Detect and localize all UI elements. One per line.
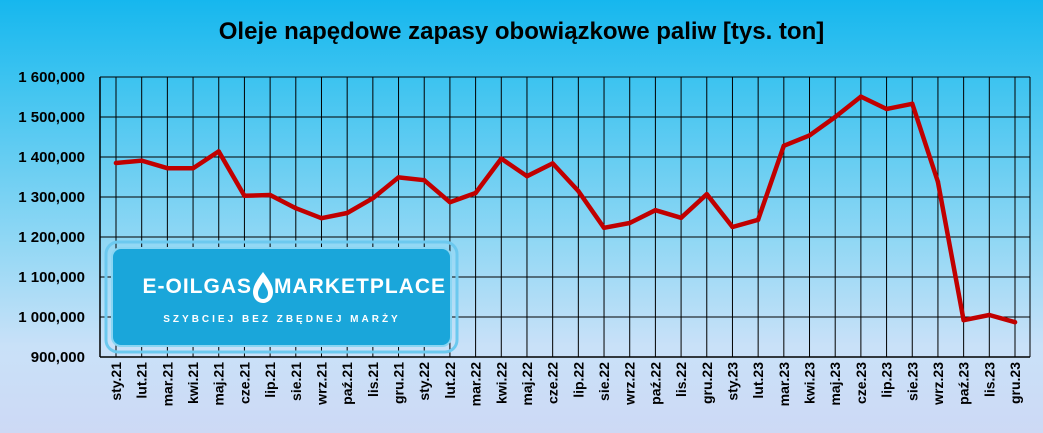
data-point: [473, 190, 478, 196]
x-tick-label: cze.22: [545, 362, 561, 404]
data-point: [370, 196, 376, 201]
x-tick-label: maj.23: [827, 362, 843, 406]
x-tick-label: gru.21: [391, 362, 407, 404]
data-point: [499, 156, 504, 161]
watermark-brand-left: E-OILGAS: [142, 275, 252, 298]
x-tick-label: gru.23: [1007, 362, 1023, 404]
data-point: [396, 175, 401, 180]
y-tick-label: 900,000: [31, 349, 85, 366]
watermark-panel: [111, 247, 452, 347]
data-point: [524, 174, 530, 179]
x-tick-label: maj.22: [519, 362, 535, 406]
data-point: [730, 224, 735, 230]
x-tick-label: cze.23: [853, 362, 869, 404]
data-point: [422, 178, 427, 183]
data-point: [704, 192, 709, 197]
data-point: [678, 215, 684, 220]
data-point: [653, 208, 658, 213]
data-point: [601, 225, 607, 230]
x-tick-label: sty.21: [108, 362, 124, 401]
y-tick-label: 1 000,000: [18, 309, 85, 326]
x-tick-label: lip.21: [262, 362, 278, 398]
x-tick-label: wrz.22: [622, 362, 638, 406]
x-tick-label: lut.21: [134, 362, 150, 399]
watermark-brand-right: MARKETPLACE: [274, 275, 446, 298]
data-point: [267, 192, 273, 198]
data-point: [447, 200, 453, 205]
series-line: [113, 94, 1018, 325]
x-tick-label: paź.23: [956, 362, 972, 405]
data-point: [807, 133, 812, 138]
x-tick-label: lut.23: [750, 362, 766, 399]
data-point: [139, 158, 144, 163]
y-tick-label: 1 600,000: [18, 69, 85, 86]
y-tick-label: 1 500,000: [18, 109, 85, 126]
data-point: [576, 188, 581, 194]
x-tick-label: lip.23: [879, 362, 895, 398]
data-point: [884, 106, 889, 112]
data-point: [242, 193, 247, 198]
y-tick-label: 1 200,000: [18, 229, 85, 246]
x-tick-label: paź.21: [339, 362, 355, 405]
data-point: [190, 166, 196, 171]
x-tick-label: wrz.23: [930, 362, 946, 406]
data-point: [1012, 320, 1018, 325]
y-axis: 900,000 1 000,000 1 100,000 1 200,000 1 300,…: [18, 69, 1030, 366]
x-tick-label: sie.23: [904, 362, 920, 401]
x-tick-label: lip.22: [570, 362, 586, 398]
x-tick-label: wrz.21: [313, 362, 329, 406]
x-tick-label: lut.22: [442, 362, 458, 399]
data-point: [627, 220, 632, 226]
x-tick-label: maj.21: [211, 362, 227, 406]
flame-drop-icon: [253, 272, 273, 303]
data-point: [987, 312, 992, 318]
data-point: [781, 143, 787, 148]
y-tick-label: 1 100,000: [18, 269, 85, 286]
x-tick-label: mar.22: [468, 362, 484, 407]
data-point: [910, 101, 915, 107]
data-point: [165, 166, 170, 171]
data-point: [935, 179, 941, 184]
series-layer: [113, 94, 1018, 325]
x-axis: sty.21 lut.21 mar.21 kwi.21 maj.21 cze.21 lip.…: [108, 362, 1023, 407]
y-tick-label: 1 400,000: [18, 149, 85, 166]
x-tick-label: cze.21: [236, 362, 252, 404]
data-point: [858, 94, 864, 99]
x-tick-label: mar.23: [776, 362, 792, 407]
x-tick-label: sie.21: [288, 362, 304, 401]
watermark-badge: E-OILGAS MARKETPLACE SZYBCIEJ BEZ ZBĘDNE…: [104, 240, 459, 354]
x-tick-label: paź.22: [647, 362, 663, 405]
x-tick-label: lis.23: [981, 362, 997, 397]
x-tick-label: sty.23: [724, 362, 740, 401]
data-point: [833, 114, 838, 120]
x-tick-label: kwi.21: [185, 362, 201, 404]
x-tick-label: mar.21: [159, 362, 175, 407]
x-tick-label: kwi.22: [493, 362, 509, 404]
data-point: [344, 210, 350, 216]
x-tick-label: lis.21: [365, 362, 381, 397]
data-point: [755, 217, 761, 222]
x-tick-label: gru.22: [699, 362, 715, 404]
x-tick-label: sty.22: [416, 362, 432, 401]
data-point: [961, 318, 966, 323]
chart-title: Oleje napędowe zapasy obowiązkowe paliw …: [218, 18, 825, 45]
watermark-outer-border: [104, 240, 459, 354]
data-point: [113, 160, 119, 166]
data-point: [293, 206, 298, 211]
data-point: [216, 149, 221, 154]
watermark-tagline: SZYBCIEJ BEZ ZBĘDNEJ MARŻY: [163, 312, 400, 325]
data-point: [550, 161, 555, 166]
y-tick-label: 1 300,000: [18, 189, 85, 206]
data-point: [319, 216, 324, 221]
x-tick-label: kwi.23: [802, 362, 818, 404]
x-tick-label: sie.22: [596, 362, 612, 401]
x-tick-label: lis.22: [673, 362, 689, 397]
